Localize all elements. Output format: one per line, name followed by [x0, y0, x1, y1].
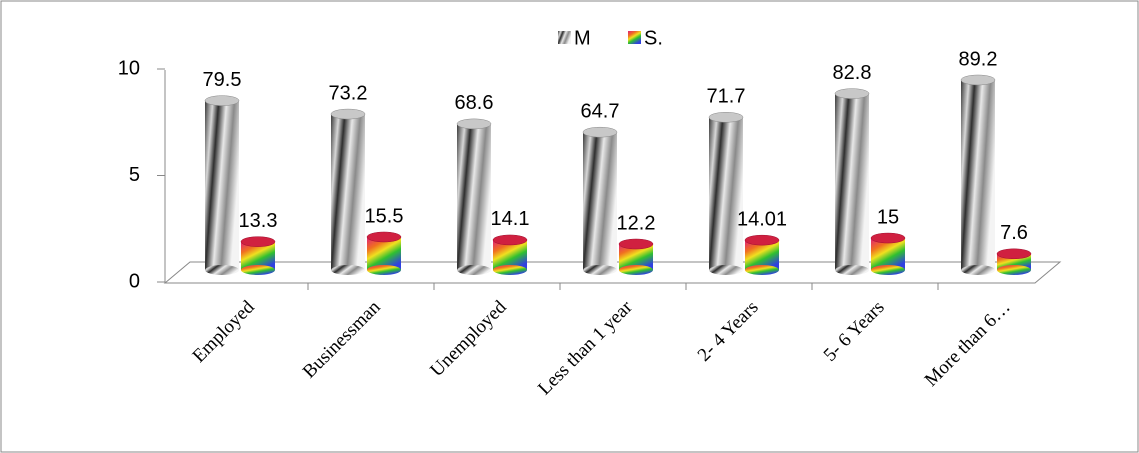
data-label: 64.7 [581, 100, 620, 122]
bar-bottom [583, 265, 617, 275]
bar-top [744, 234, 780, 246]
bar [204, 95, 240, 275]
bar-top [708, 112, 744, 123]
data-label: 14.1 [491, 208, 530, 230]
bar [744, 234, 780, 275]
bar [834, 88, 870, 275]
bar-bottom [961, 265, 995, 275]
data-label: 89.2 [959, 48, 998, 70]
bar [492, 234, 528, 275]
legend-label: M [574, 27, 591, 49]
bar-bottom [871, 265, 905, 275]
bar-top [870, 232, 906, 244]
data-label: 15 [877, 206, 899, 228]
bar-bottom [331, 265, 365, 275]
data-label: 15.5 [365, 205, 404, 227]
y-tick-label: 5 [129, 164, 140, 186]
bar [330, 108, 366, 275]
bar-body [583, 132, 617, 270]
legend-label: S. [644, 27, 663, 49]
bar-body [835, 93, 869, 270]
bar [618, 238, 654, 275]
bar-top [456, 118, 492, 130]
bar-body [871, 238, 905, 270]
floor [163, 261, 1062, 284]
bar-top [240, 236, 276, 247]
bar-bottom [709, 265, 743, 275]
bar [240, 236, 276, 275]
data-label: 71.7 [707, 86, 746, 108]
bar-bottom [241, 265, 275, 275]
data-label: 79.5 [203, 69, 242, 91]
bar [366, 231, 402, 275]
legend-swatch [628, 31, 641, 44]
bar [708, 112, 744, 275]
bar-body [457, 123, 491, 271]
bar-bottom [835, 265, 869, 275]
bar-body [205, 100, 239, 270]
bar-top [204, 95, 240, 106]
bar-bottom [205, 265, 239, 275]
bar-body [367, 236, 401, 270]
bar-top [366, 231, 402, 243]
bar-body [331, 114, 365, 270]
legend-swatch [558, 31, 571, 44]
data-label: 14.01 [737, 208, 787, 230]
bar-top [618, 238, 654, 250]
bar [456, 118, 492, 275]
bar-bottom [619, 265, 653, 275]
bar [582, 126, 618, 275]
bar [960, 74, 996, 275]
bar-top [996, 248, 1032, 260]
bar-bottom [745, 265, 779, 275]
data-label: 12.2 [617, 212, 656, 234]
bar-bottom [997, 265, 1031, 275]
y-tick-label: 10 [118, 57, 140, 79]
bar-top [582, 126, 618, 138]
bar-top [330, 108, 366, 120]
bar-bottom [457, 265, 491, 275]
bar-top [960, 74, 996, 86]
data-label: 7.6 [1000, 222, 1028, 244]
data-label: 73.2 [329, 82, 368, 104]
bar-bottom [493, 265, 527, 275]
data-label: 68.6 [455, 92, 494, 114]
bar [996, 248, 1032, 275]
bar [870, 232, 906, 275]
y-tick-label: 0 [129, 270, 140, 292]
data-label: 82.8 [833, 62, 872, 84]
bar-top [834, 88, 870, 99]
bar-top [492, 234, 528, 246]
data-label: 13.3 [239, 210, 278, 232]
bar-body [961, 80, 995, 270]
bar-body [709, 117, 743, 271]
bar-bottom [367, 265, 401, 275]
